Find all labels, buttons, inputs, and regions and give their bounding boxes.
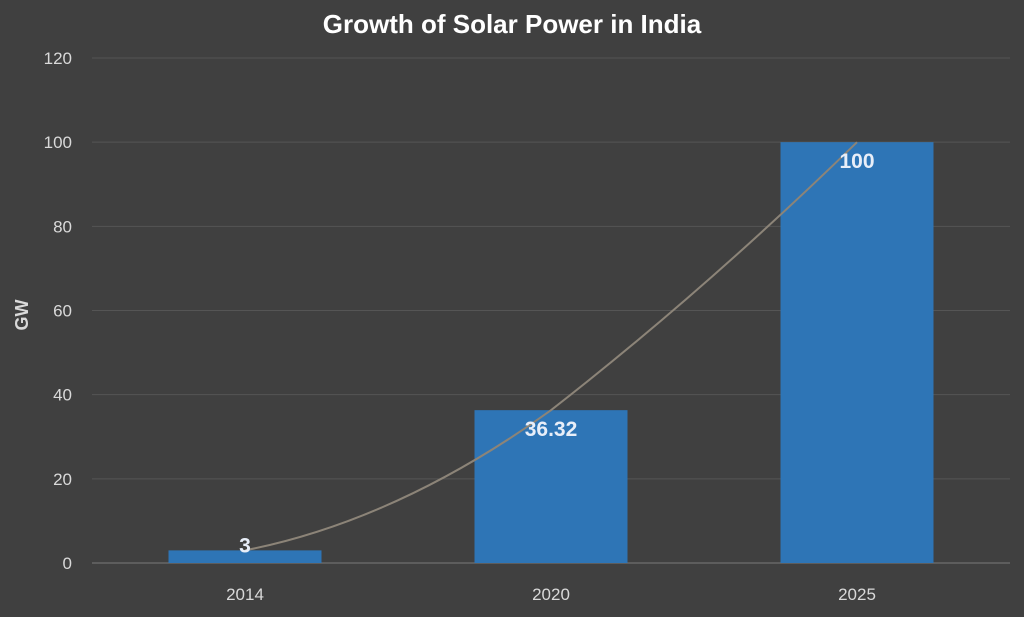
x-axis-ticks: 2014 2020 2025	[226, 585, 876, 604]
y-tick-label: 40	[53, 386, 72, 405]
chart-title: Growth of Solar Power in India	[323, 9, 702, 39]
y-axis-label: GW	[12, 299, 32, 330]
data-label: 3	[239, 534, 251, 557]
x-tick-label: 2020	[532, 585, 570, 604]
data-label: 100	[839, 150, 874, 173]
data-labels: 3 36.32 100	[239, 150, 874, 557]
y-axis-ticks: 0 20 40 60 80 100 120	[44, 49, 72, 573]
y-tick-label: 120	[44, 49, 72, 68]
y-tick-label: 60	[53, 302, 72, 321]
y-tick-label: 100	[44, 133, 72, 152]
bar-2014	[168, 550, 322, 563]
x-tick-label: 2025	[838, 585, 876, 604]
trendline	[244, 141, 858, 552]
x-tick-label: 2014	[226, 585, 264, 604]
y-tick-label: 80	[53, 217, 72, 236]
bars	[168, 142, 934, 563]
data-label: 36.32	[525, 418, 578, 441]
y-tick-label: 20	[53, 470, 72, 489]
bar-2025	[780, 142, 934, 563]
gridlines	[92, 57, 1010, 564]
bar-2020	[474, 410, 628, 563]
trendline-path	[244, 141, 858, 552]
y-tick-label: 0	[63, 554, 72, 573]
